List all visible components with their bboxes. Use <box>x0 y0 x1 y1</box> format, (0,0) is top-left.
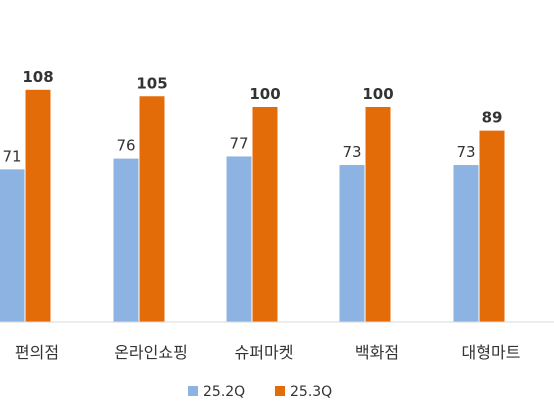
bar-q2-3 <box>339 165 365 322</box>
data-label-q3-4: 89 <box>482 109 503 127</box>
category-label-3: 백화점 <box>355 343 399 362</box>
legend-label-0: 25.2Q <box>203 384 245 400</box>
bar-q3-0 <box>25 89 51 322</box>
data-label-q2-0: 71 <box>2 147 21 165</box>
bar-q3-4 <box>479 130 505 322</box>
category-label-4: 대형마트 <box>462 343 521 362</box>
category-label-0: 편의점 <box>15 343 59 362</box>
data-label-q3-2: 100 <box>249 85 280 103</box>
data-label-q2-3: 73 <box>342 143 361 161</box>
bar-q3-2 <box>252 107 278 322</box>
data-label-q2-2: 77 <box>229 134 248 152</box>
bar-q3-1 <box>139 96 165 322</box>
bars-layer <box>0 89 505 322</box>
bar-q3-3 <box>365 107 391 322</box>
data-label-q3-1: 105 <box>136 74 167 92</box>
legend-swatch-1 <box>275 386 285 396</box>
labels-layer: 71 108 편의점 76 105 온라인쇼핑 77 100 슈퍼마켓 73 100 백화점 73 89 대… <box>2 68 520 362</box>
bar-q2-0 <box>0 169 25 322</box>
legend-swatch-0 <box>188 386 198 396</box>
category-label-2: 슈퍼마켓 <box>235 343 294 362</box>
data-label-q3-3: 100 <box>362 85 393 103</box>
legend-label-1: 25.3Q <box>290 384 332 400</box>
data-label-q3-0: 108 <box>22 68 53 86</box>
legend: 25.2Q 25.3Q <box>188 384 332 400</box>
bar-q2-1 <box>113 158 139 322</box>
bar-q2-2 <box>226 156 252 322</box>
category-label-1: 온라인쇼핑 <box>114 343 188 362</box>
data-label-q2-4: 73 <box>456 143 475 161</box>
bar-q2-4 <box>453 165 479 322</box>
data-label-q2-1: 76 <box>116 137 135 155</box>
